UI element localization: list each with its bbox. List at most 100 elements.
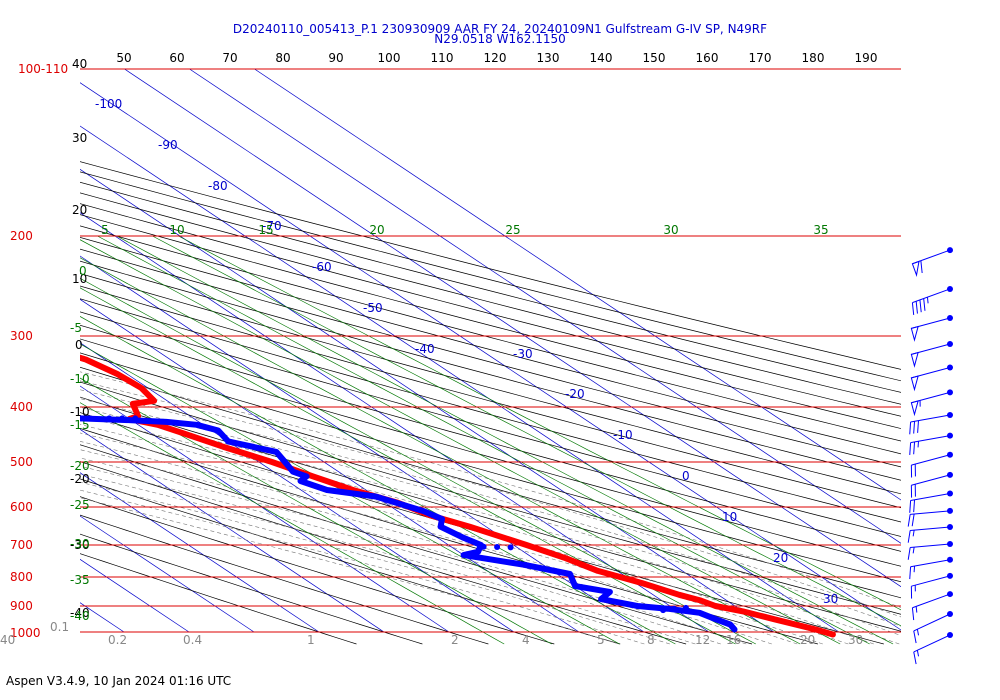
top-axis-label: 130 [537, 51, 560, 65]
top-axis-label: 180 [802, 51, 825, 65]
mixing-ratio-left-label: -35 [70, 573, 90, 587]
dewpoint-point [35, 415, 41, 421]
isotherm-label: 10 [722, 510, 737, 524]
moist-adiabat-line [80, 424, 849, 645]
isotherm-label: -90 [158, 138, 178, 152]
bottom-axis-label: 0.2 [108, 633, 127, 647]
isotherm-label: -100 [95, 97, 122, 111]
dry-adiabat-line [80, 236, 901, 455]
isotherm-line [80, 472, 320, 633]
moist-adiabat-line [80, 489, 645, 645]
wind-barb [909, 490, 953, 513]
dewpoint-point [61, 415, 67, 421]
dry-adiabat-line [80, 352, 901, 583]
isotherm-label: -10 [613, 428, 633, 442]
top-axis-label: 110 [431, 51, 454, 65]
pressure-label: 700 [10, 538, 33, 552]
bottom-axis-label: 1 [307, 633, 315, 647]
pressure-label: 600 [10, 500, 33, 514]
dry-adiabat-line [80, 260, 901, 481]
bottom-axis-label: 20 [800, 633, 815, 647]
left-axis-label: -20 [70, 472, 90, 486]
bottom-axis-label: 0.1 [50, 620, 69, 634]
mixing-ratio-label: 25 [505, 223, 520, 237]
wind-barb [907, 541, 953, 560]
left-axis-label: 20 [72, 203, 87, 217]
moist-adiabat-line [80, 473, 696, 645]
mixing-ratio-line [80, 402, 505, 645]
left-axis-label: -10 [70, 405, 90, 419]
grid-lines [80, 69, 901, 645]
dry-adiabat-line [80, 285, 901, 509]
top-axis-label: 50 [116, 51, 131, 65]
dewpoint-point [671, 605, 678, 612]
wind-barb [911, 247, 953, 277]
moist-adiabat-line [80, 481, 670, 645]
dry-adiabat-line [80, 298, 901, 523]
dewpoint-point [660, 607, 667, 614]
dry-adiabat-line [80, 192, 901, 405]
isotherm-line [189, 69, 901, 544]
moist-adiabat-line [80, 440, 798, 645]
top-axis-label: 120 [484, 51, 507, 65]
dewpoint-point [119, 415, 126, 422]
top-axis-label: 60 [169, 51, 184, 65]
pressure-label: 300 [10, 329, 33, 343]
dewpoint-profile [80, 415, 738, 633]
wind-barb [910, 471, 953, 498]
isotherm-label: -30 [513, 347, 533, 361]
bottom-axis-label: 12 [695, 633, 710, 647]
mixing-ratio-left-label: -25 [70, 498, 90, 512]
dry-adiabat-line [80, 553, 357, 645]
dry-adiabat-line [80, 428, 818, 645]
isotherm-line [124, 69, 901, 588]
wind-barb [910, 341, 953, 368]
wind-barb [909, 412, 953, 435]
dry-adiabat-line [80, 338, 901, 567]
bottom-axis-label: 30 [848, 633, 863, 647]
dewpoint-point [480, 543, 487, 550]
moist-adiabat-line [80, 380, 901, 618]
dewpoint-point [106, 415, 113, 422]
mixing-ratio-label: 20 [369, 223, 384, 237]
wind-barb [910, 572, 953, 599]
isotherm-label: 20 [773, 551, 788, 565]
wind-barb [907, 524, 953, 543]
mixing-ratio-line [116, 235, 894, 645]
pressure-label: 100-110 [18, 62, 68, 76]
top-axis-label: 160 [696, 51, 719, 65]
dry-adiabat-line [80, 171, 901, 382]
mixing-ratio-left-label: 0 [79, 264, 87, 278]
isotherm-line [80, 298, 580, 633]
bottom-axis-label: 0.4 [183, 633, 202, 647]
wind-barb [913, 632, 953, 665]
chart-title: D20240110_005413_P.1 230930909 AAR FY 24… [233, 22, 767, 36]
pressure-label: 500 [10, 455, 33, 469]
wind-barb [910, 315, 953, 342]
dry-adiabat-line [80, 324, 901, 552]
dry-adiabat-line [80, 248, 901, 468]
isotherm-line [80, 82, 901, 631]
mixing-ratio-line [80, 343, 620, 645]
dewpoint-point [9, 415, 15, 421]
wind-barb [913, 611, 953, 644]
mixing-ratio-line [178, 235, 901, 611]
dry-adiabat-line [80, 181, 901, 393]
isotherm-label: 30 [823, 592, 838, 606]
isotherm-line [80, 428, 385, 633]
dewpoint-point [682, 604, 689, 611]
dry-adiabat-line [80, 366, 901, 599]
wind-barb [909, 556, 953, 580]
pressure-label: 1000 [10, 626, 41, 640]
isotherm-label: 0 [682, 469, 690, 483]
wind-barb [910, 389, 953, 417]
moist-adiabat-line [80, 449, 772, 645]
mixing-ratio-label: 35 [813, 223, 828, 237]
left-axis-label: 40 [72, 57, 87, 71]
isotherm-label: -70 [262, 219, 282, 233]
temperature-profile [80, 354, 836, 638]
left-axis-label: -30 [70, 538, 90, 552]
wind-barb [910, 364, 953, 392]
top-axis-label: 190 [855, 51, 878, 65]
